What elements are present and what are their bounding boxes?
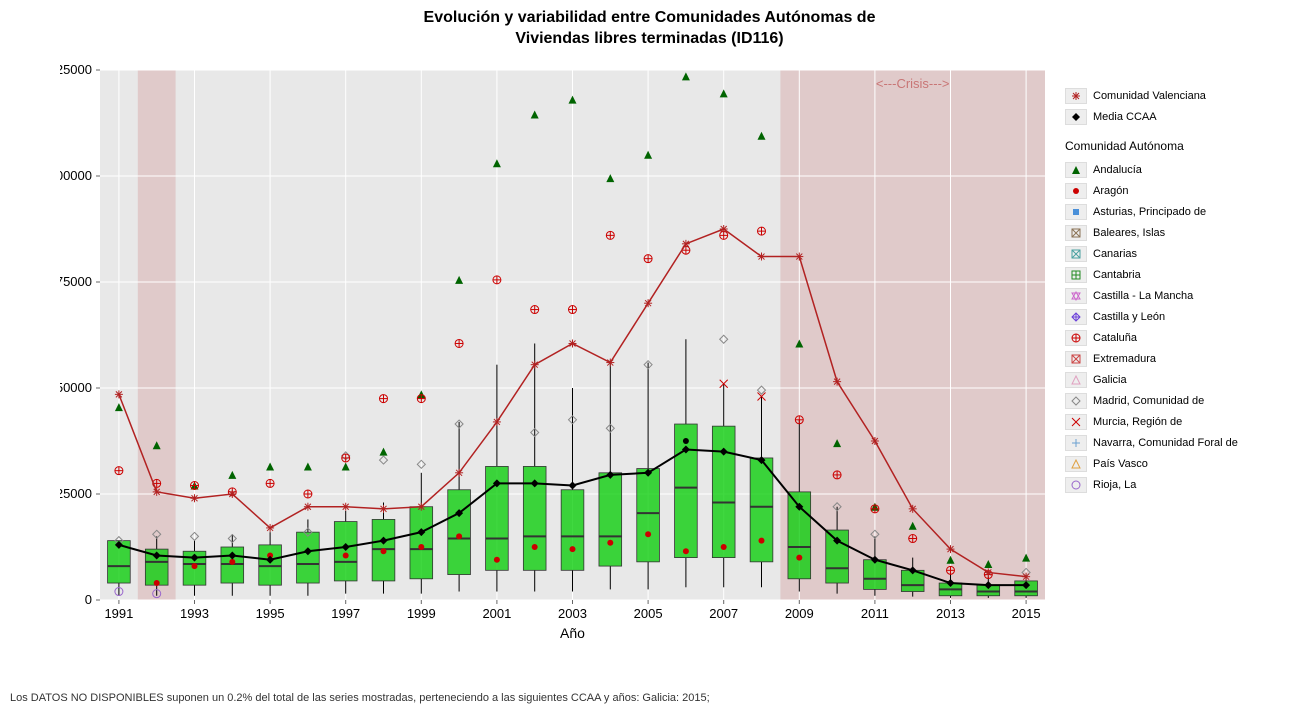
legend-marker-icon (1065, 109, 1087, 125)
legend-marker-icon (1065, 88, 1087, 104)
legend-item: Asturias, Principado de (1065, 201, 1238, 222)
legend-marker-icon (1065, 225, 1087, 241)
svg-text:2009: 2009 (785, 606, 814, 621)
legend-item: Extremadura (1065, 348, 1238, 369)
legend-item: Cataluña (1065, 327, 1238, 348)
legend-label: Baleares, Islas (1093, 227, 1165, 239)
title-line1: Evolución y variabilidad entre Comunidad… (424, 9, 876, 26)
svg-text:2005: 2005 (634, 606, 663, 621)
svg-text:125000: 125000 (60, 62, 92, 77)
legend-label: Galicia (1093, 374, 1127, 386)
chart-svg: <---Crisis---> 0 25000 50000 75000 100000 1250… (60, 60, 1050, 640)
svg-text:2007: 2007 (709, 606, 738, 621)
legend-label: Castilla y León (1093, 311, 1165, 323)
legend-label: Comunidad Valenciana (1093, 90, 1206, 102)
legend-item: Baleares, Islas (1065, 222, 1238, 243)
svg-text:2013: 2013 (936, 606, 965, 621)
legend-section-title: Comunidad Autónoma (1065, 139, 1238, 153)
legend-label: Extremadura (1093, 353, 1156, 365)
legend-label: Navarra, Comunidad Foral de (1093, 437, 1238, 449)
svg-text:100000: 100000 (60, 168, 92, 183)
svg-text:2001: 2001 (482, 606, 511, 621)
svg-text:1993: 1993 (180, 606, 209, 621)
legend-marker-icon (1065, 477, 1087, 493)
legend-marker-icon (1065, 267, 1087, 283)
legend-item: Canarias (1065, 243, 1238, 264)
legend-marker-icon (1065, 414, 1087, 430)
svg-text:2003: 2003 (558, 606, 587, 621)
svg-text:75000: 75000 (60, 274, 92, 289)
chart-area: <---Crisis---> 0 25000 50000 75000 100000 1250… (60, 60, 1050, 640)
chart-title: Evolución y variabilidad entre Comunidad… (0, 0, 1299, 50)
svg-text:2015: 2015 (1012, 606, 1041, 621)
legend-item: Cantabria (1065, 264, 1238, 285)
legend-marker-icon (1065, 204, 1087, 220)
legend-marker-icon (1065, 351, 1087, 367)
legend-item: Rioja, La (1065, 474, 1238, 495)
svg-text:25000: 25000 (60, 486, 92, 501)
legend-label: Canarias (1093, 248, 1137, 260)
legend-marker-icon (1065, 288, 1087, 304)
legend-label: País Vasco (1093, 458, 1148, 470)
legend-item: Murcia, Región de (1065, 411, 1238, 432)
legend-label: Madrid, Comunidad de (1093, 395, 1204, 407)
legend-item: Castilla y León (1065, 306, 1238, 327)
legend-marker-icon (1065, 393, 1087, 409)
legend-marker-icon (1065, 435, 1087, 451)
legend-item: Media CCAA (1065, 106, 1238, 127)
legend-label: Castilla - La Mancha (1093, 290, 1193, 302)
legend-marker-icon (1065, 372, 1087, 388)
legend-label: Asturias, Principado de (1093, 206, 1206, 218)
svg-text:Año: Año (560, 625, 585, 640)
legend-marker-icon (1065, 309, 1087, 325)
legend-item: Madrid, Comunidad de (1065, 390, 1238, 411)
legend-marker-icon (1065, 162, 1087, 178)
legend-item: Navarra, Comunidad Foral de (1065, 432, 1238, 453)
legend-label: Andalucía (1093, 164, 1142, 176)
legend-label: Rioja, La (1093, 479, 1136, 491)
legend-item: Andalucía (1065, 159, 1238, 180)
legend-item: Castilla - La Mancha (1065, 285, 1238, 306)
legend-item: Galicia (1065, 369, 1238, 390)
legend-item: Aragón (1065, 180, 1238, 201)
chart-container: Evolución y variabilidad entre Comunidad… (0, 0, 1299, 710)
legend-label: Cataluña (1093, 332, 1137, 344)
svg-text:0: 0 (85, 592, 92, 607)
svg-text:50000: 50000 (60, 380, 92, 395)
svg-text:1997: 1997 (331, 606, 360, 621)
legend-item: Comunidad Valenciana (1065, 85, 1238, 106)
title-line2: Viviendas libres terminadas (ID116) (515, 30, 783, 47)
legend-marker-icon (1065, 246, 1087, 262)
svg-text:1991: 1991 (104, 606, 133, 621)
legend: Comunidad Valenciana Media CCAA Comunidad … (1065, 85, 1238, 495)
legend-marker-icon (1065, 330, 1087, 346)
legend-label: Cantabria (1093, 269, 1141, 281)
legend-label: Media CCAA (1093, 111, 1157, 123)
legend-label: Murcia, Región de (1093, 416, 1182, 428)
svg-text:1995: 1995 (256, 606, 285, 621)
svg-text:1999: 1999 (407, 606, 436, 621)
legend-marker-icon (1065, 183, 1087, 199)
svg-text:<---Crisis--->: <---Crisis---> (876, 76, 950, 91)
legend-item: País Vasco (1065, 453, 1238, 474)
svg-text:2011: 2011 (861, 606, 889, 621)
legend-marker-icon (1065, 456, 1087, 472)
footnote: Los DATOS NO DISPONIBLES suponen un 0.2%… (10, 692, 710, 704)
legend-label: Aragón (1093, 185, 1128, 197)
